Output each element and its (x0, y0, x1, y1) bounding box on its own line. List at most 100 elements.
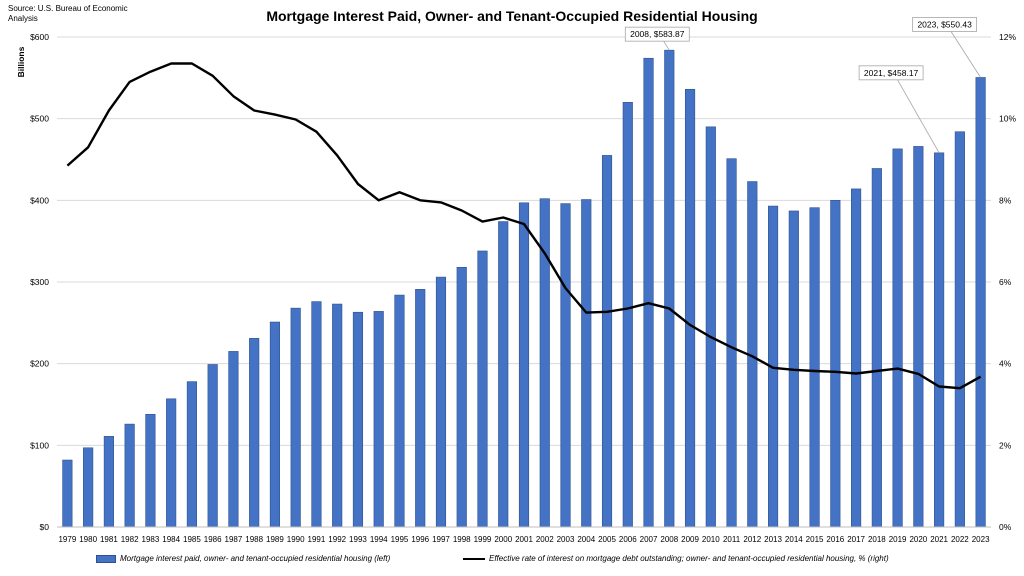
bar (373, 311, 384, 528)
bar (83, 447, 94, 528)
y-tick-label: $100 (30, 440, 49, 450)
x-tick-label: 2021 (930, 535, 948, 544)
bar (622, 102, 633, 528)
bar (726, 158, 737, 528)
legend-bar-swatch (96, 554, 116, 563)
bar (456, 266, 467, 528)
x-tick-label: 2001 (515, 535, 533, 544)
bar (103, 436, 114, 528)
y-tick-label: $600 (30, 32, 49, 42)
legend: Mortgage interest paid, owner- and tenan… (0, 552, 1024, 568)
legend-line-swatch (463, 557, 485, 560)
x-tick-label: 2019 (889, 535, 907, 544)
x-tick-label: 2008 (660, 535, 678, 544)
x-tick-label: 2012 (743, 535, 761, 544)
bar (934, 152, 945, 528)
bar (851, 188, 862, 528)
source-note: Source: U.S. Bureau of Economic Analysis (8, 4, 128, 23)
callout-label: 2008, $583.87 (630, 29, 685, 39)
x-tick-label: 1982 (121, 535, 139, 544)
x-tick-label: 2006 (619, 535, 637, 544)
callout-leader (897, 79, 940, 154)
callout-box (912, 17, 978, 32)
y2-tick-label: 12% (999, 32, 1016, 42)
x-tick-label: 2003 (557, 535, 575, 544)
bar (228, 351, 239, 528)
x-tick-label: 2013 (764, 535, 782, 544)
chart-title: Mortgage Interest Paid, Owner- and Tenan… (266, 8, 758, 24)
callouts: 2008, $583.87 2021, $458.17 2023, $550.43 (624, 17, 981, 154)
x-tick-label: 1986 (204, 535, 222, 544)
bar (290, 307, 301, 528)
bar (975, 77, 986, 528)
bar (249, 338, 260, 528)
bar (311, 301, 322, 528)
x-tick-label: 2023 (972, 535, 990, 544)
bar (186, 381, 197, 528)
bar (124, 423, 135, 528)
x-tick-label: 1998 (453, 535, 471, 544)
bar (913, 146, 924, 528)
bar (332, 303, 343, 528)
x-tick-label: 1987 (225, 535, 243, 544)
bar (560, 203, 571, 528)
x-tick-label: 2009 (681, 535, 699, 544)
x-tick-label: 1996 (411, 535, 429, 544)
y2-tick-label: 6% (999, 277, 1012, 287)
bar (352, 311, 364, 528)
bar (477, 250, 488, 528)
x-tick-label: 1990 (287, 535, 305, 544)
x-tick-label: 2020 (909, 535, 927, 544)
x-tick-label: 1985 (183, 535, 201, 544)
x-tick-label: 1983 (142, 535, 160, 544)
axes: $0 $100 $200 $300 $400 $500 $600 0% 2% 4% 6% 8% 10% 1… (30, 32, 1016, 544)
bar (207, 364, 218, 528)
bar (145, 413, 156, 528)
callout-label: 2021, $458.17 (864, 68, 919, 78)
x-tick-label: 2011 (723, 535, 741, 544)
x-tick-label: 2002 (536, 535, 554, 544)
x-tick-label: 1993 (349, 535, 367, 544)
x-tick-label: 2014 (785, 535, 803, 544)
bar (601, 155, 613, 528)
y2-tick-label: 0% (999, 522, 1012, 532)
bar (518, 202, 530, 528)
bar (166, 398, 177, 528)
x-tick-label: 2016 (826, 535, 844, 544)
y-tick-label: $200 (30, 359, 49, 369)
callout-label: 2023, $550.43 (917, 19, 972, 29)
x-tick-label: 1995 (391, 535, 409, 544)
x-tick-label: 1988 (245, 535, 263, 544)
bar (62, 459, 73, 528)
bar (684, 88, 696, 528)
x-tick-label: 2000 (494, 535, 512, 544)
legend-item-bars: Mortgage interest paid, owner- and tenan… (96, 554, 390, 563)
bar (581, 199, 592, 528)
x-tick-label: 1989 (266, 535, 284, 544)
y-axis-label: Billions (16, 46, 26, 77)
x-tick-label: 1999 (474, 535, 492, 544)
callout-box (624, 26, 690, 42)
legend-line-label: Effective rate of interest on mortgage d… (489, 554, 889, 563)
y-tick-label: $300 (30, 277, 49, 287)
x-tick-label: 2015 (806, 535, 824, 544)
bar (871, 168, 882, 528)
bar-series (62, 49, 986, 528)
callout-box (858, 65, 924, 81)
x-tick-label: 1997 (432, 535, 450, 544)
line-series (66, 62, 982, 390)
bar (435, 276, 447, 528)
legend-bar-label: Mortgage interest paid, owner- and tenan… (120, 554, 391, 563)
x-tick-label: 2005 (598, 535, 616, 544)
x-tick-label: 2010 (702, 535, 720, 544)
x-tick-label: 1991 (308, 535, 326, 544)
rate-line (66, 62, 982, 390)
y2-tick-label: 4% (999, 359, 1012, 369)
x-tick-label: 1992 (328, 535, 346, 544)
bar (830, 200, 841, 528)
callout-leader (663, 40, 670, 51)
bar (705, 126, 716, 528)
bar (664, 49, 675, 528)
